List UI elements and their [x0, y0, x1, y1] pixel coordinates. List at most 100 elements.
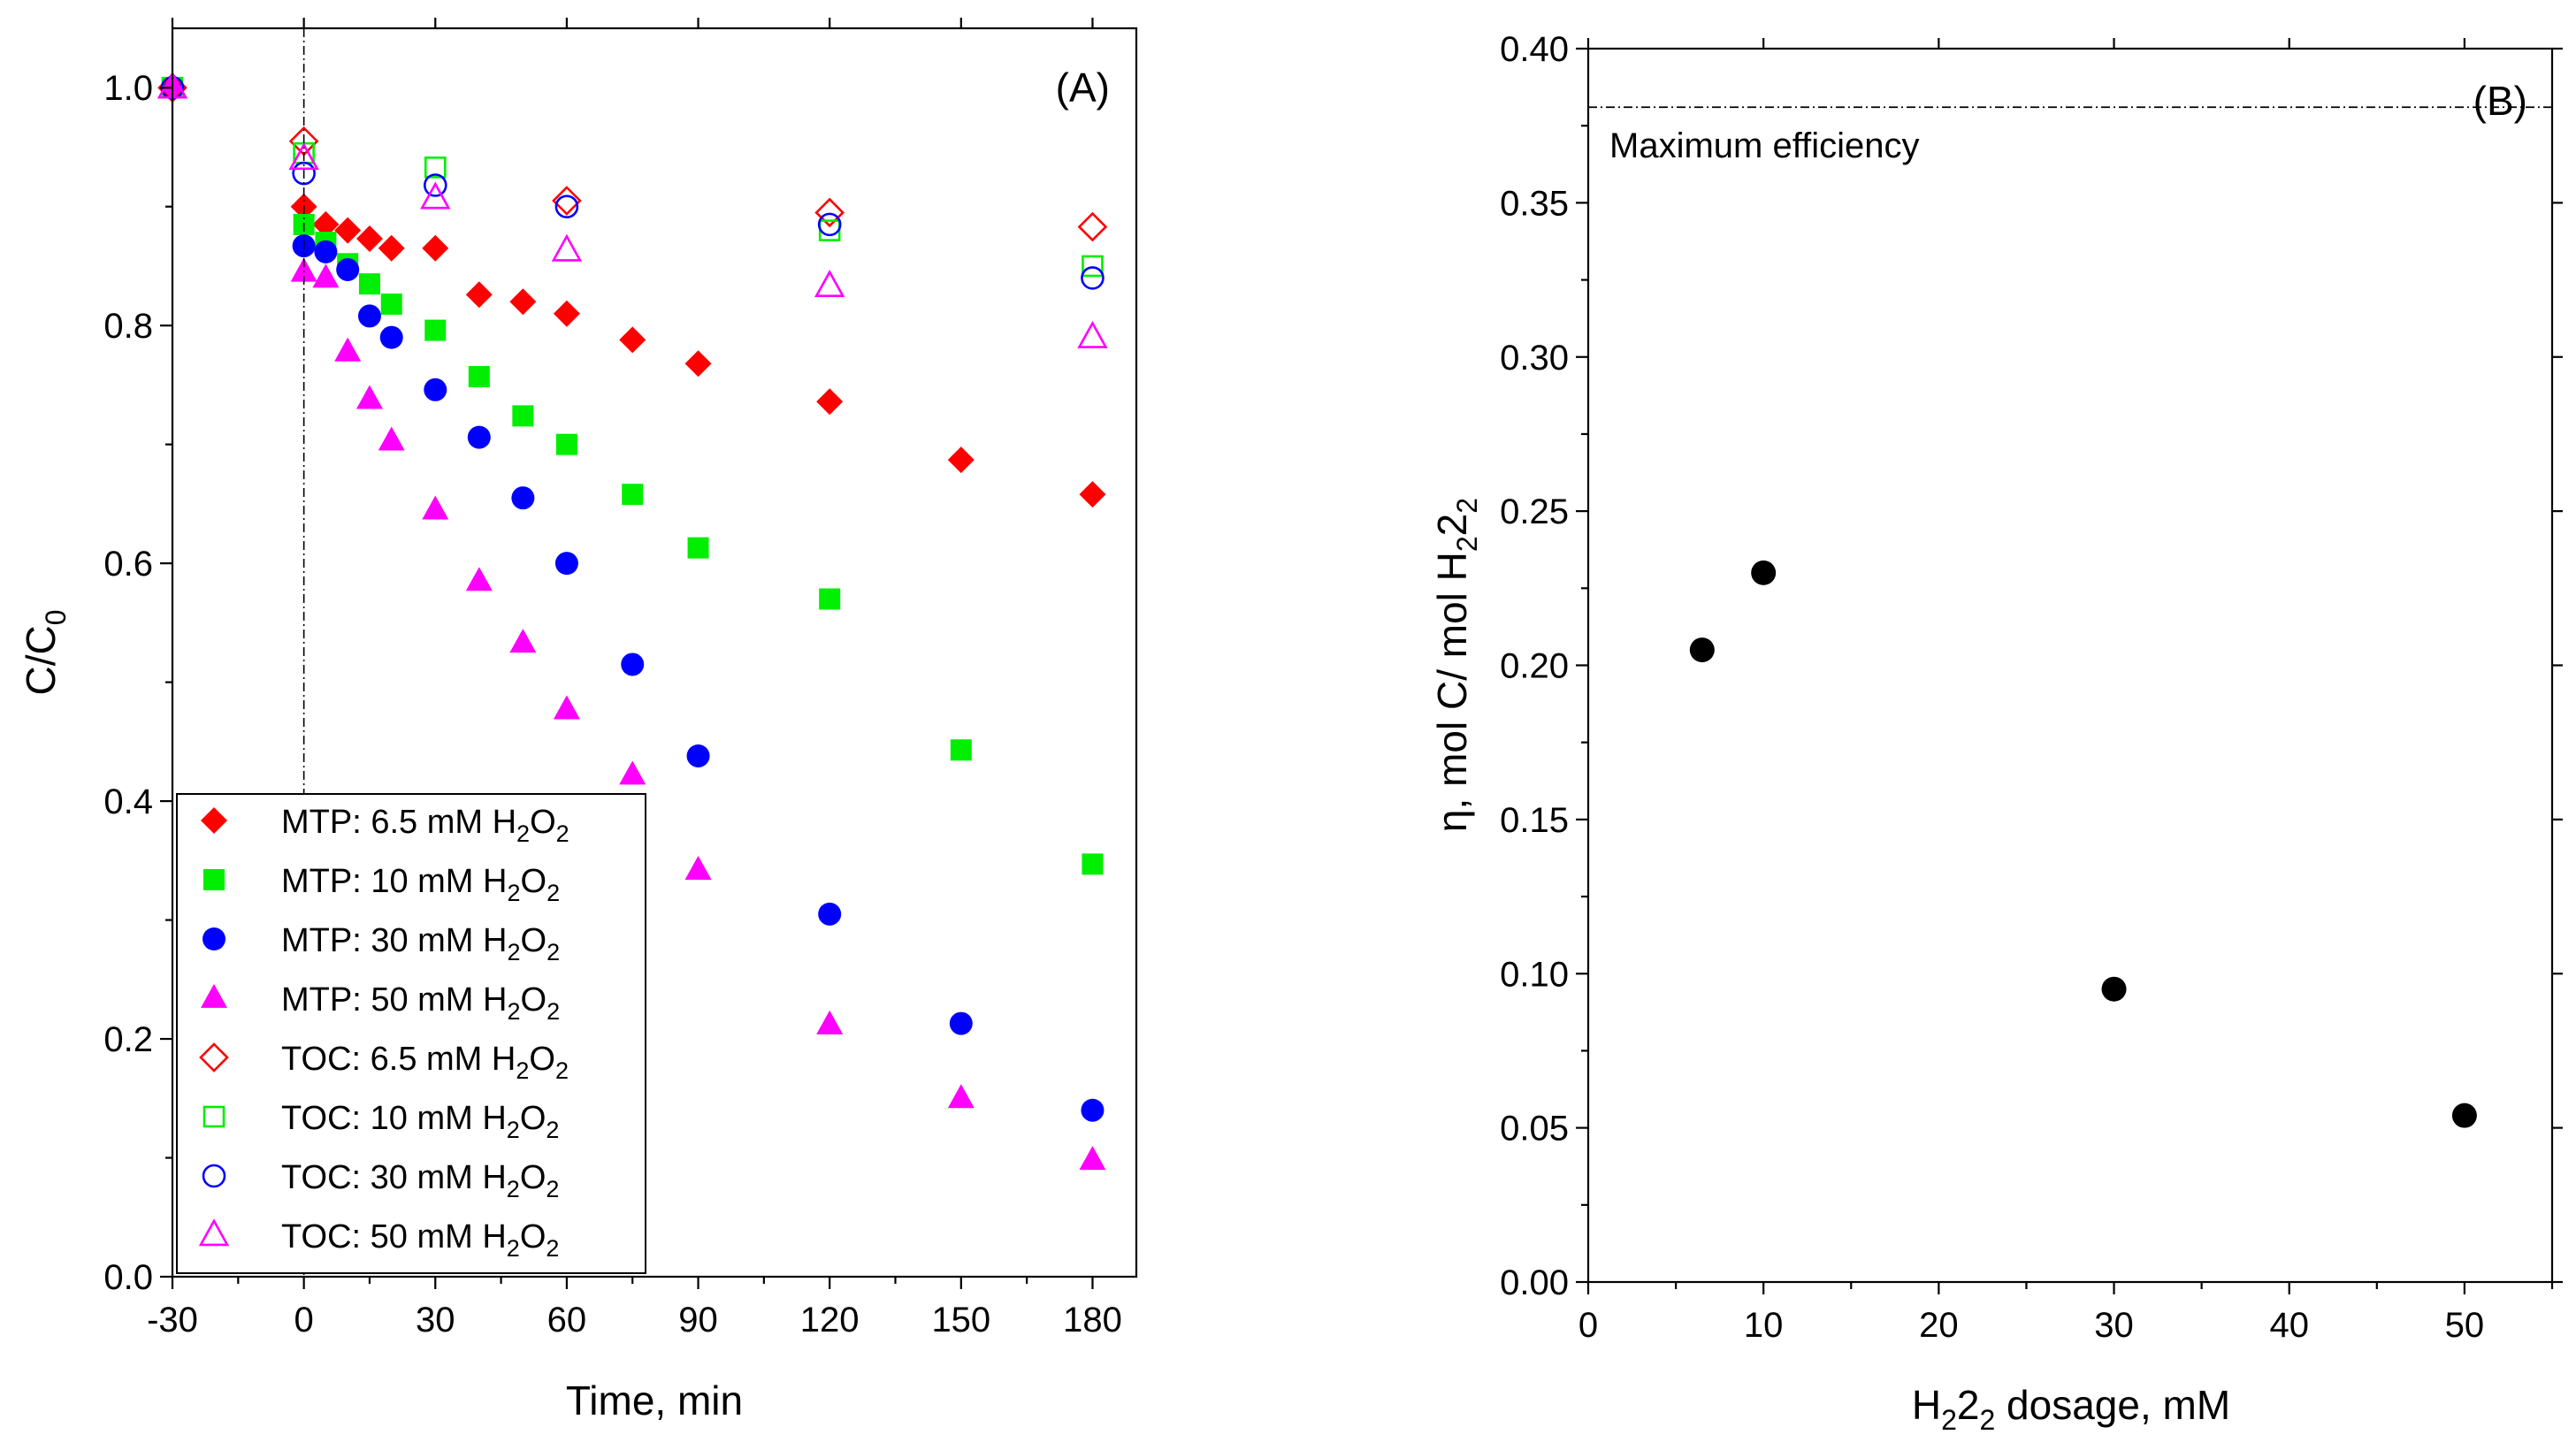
- x-tick-label: 10: [1744, 1306, 1784, 1345]
- data-point-mtp: [468, 366, 490, 388]
- data-point-toc: [554, 195, 579, 219]
- legend-entry: TOC: 30 mM H2O2: [281, 1159, 559, 1202]
- data-point-mtp: [553, 695, 580, 720]
- data-point-toc: [814, 270, 845, 298]
- x-tick-label: 50: [2445, 1306, 2485, 1345]
- data-point-mtp: [947, 1084, 975, 1109]
- x-tick-label: 180: [1063, 1301, 1122, 1339]
- panel-b-marks: [1689, 560, 2477, 1128]
- y-tick-label: 0.0: [103, 1258, 153, 1297]
- data-point-mtp: [378, 426, 405, 451]
- data-point-toc: [1077, 320, 1108, 348]
- efficiency-point: [1751, 560, 1777, 585]
- data-point-mtp: [1079, 481, 1106, 508]
- panel-a-y-axis-title: C/C0: [18, 609, 72, 695]
- data-point-toc: [420, 181, 451, 210]
- data-point-mtp: [509, 629, 537, 653]
- legend-symbol: [201, 807, 227, 834]
- x-tick-label: 30: [416, 1301, 455, 1339]
- data-point-mtp: [947, 446, 975, 474]
- efficiency-point: [1689, 637, 1715, 663]
- data-point-mtp: [379, 325, 403, 349]
- x-tick-label: 40: [2269, 1306, 2309, 1345]
- x-tick-label: 150: [931, 1301, 990, 1339]
- data-point-mtp: [622, 484, 644, 506]
- data-point-mtp: [619, 760, 646, 785]
- data-point-mtp: [424, 378, 447, 401]
- data-point-mtp: [334, 337, 362, 362]
- legend-symbol: [203, 927, 225, 950]
- legend-entry: MTP: 50 mM H2O2: [281, 981, 560, 1025]
- data-point-toc: [552, 186, 582, 216]
- x-tick-label: 60: [547, 1301, 587, 1339]
- data-point-mtp: [512, 405, 534, 427]
- data-point-mtp: [334, 217, 362, 244]
- y-tick-label: 0.15: [1500, 801, 1569, 840]
- data-point-mtp: [687, 537, 709, 559]
- x-tick-label: 0: [1578, 1306, 1598, 1345]
- panel-b-label: (B): [2473, 78, 2527, 124]
- data-point-toc: [1081, 266, 1105, 290]
- data-point-mtp: [555, 433, 577, 455]
- x-tick-label: 120: [800, 1301, 860, 1339]
- data-point-mtp: [621, 652, 645, 676]
- y-tick-label: 0.35: [1500, 184, 1569, 223]
- y-tick-label: 0.40: [1500, 30, 1569, 69]
- panel-b-x-axis-title: H222 dosage, mM: [1912, 1382, 2230, 1436]
- legend-entry: MTP: 10 mM H2O2: [281, 863, 560, 906]
- data-point-mtp: [336, 257, 360, 281]
- legend-entry: MTP: 6.5 mM H2O2: [281, 804, 569, 847]
- panel-b-chart: 0 10 20 30 40 50 0.00 0.05 0.10 0.15 0.20 0.25 0.30 0…: [1429, 30, 2563, 1436]
- y-tick-label: 0.25: [1500, 492, 1569, 531]
- y-tick-label: 0.30: [1500, 339, 1569, 378]
- data-point-toc: [423, 173, 447, 197]
- data-point-mtp: [312, 210, 340, 238]
- data-point-mtp: [422, 495, 449, 520]
- legend-symbol: [199, 1042, 229, 1072]
- legend-symbol: [198, 1218, 230, 1247]
- panel-a-label: (A): [1056, 65, 1110, 111]
- legend-symbol: [201, 983, 227, 1008]
- legend-entry: MTP: 30 mM H2O2: [281, 922, 560, 965]
- panel-a-axes: -30 0 30 60 90 120 150 180 0.0 0.2 0.4 0.6 0.8 1.0: [103, 18, 1122, 1339]
- data-point-mtp: [355, 385, 383, 409]
- data-point-toc: [814, 197, 845, 228]
- data-point-toc: [1082, 255, 1104, 278]
- data-point-mtp: [619, 326, 646, 354]
- panel-a-x-axis-title: Time, min: [566, 1378, 743, 1423]
- data-point-toc: [551, 233, 583, 262]
- panel-b-frame: [1586, 47, 2554, 1284]
- data-point-mtp: [684, 855, 712, 881]
- x-tick-label: -30: [147, 1301, 198, 1339]
- data-point-mtp: [422, 234, 449, 262]
- data-point-mtp: [950, 739, 972, 761]
- x-tick-label: 30: [2094, 1306, 2134, 1345]
- data-point-mtp: [465, 281, 493, 309]
- y-tick-label: 0.10: [1500, 955, 1569, 994]
- y-tick-label: 0.00: [1500, 1263, 1569, 1302]
- data-point-mtp: [465, 567, 493, 591]
- data-point-mtp: [684, 350, 712, 378]
- data-point-mtp: [314, 240, 338, 263]
- data-point-mtp: [511, 486, 535, 510]
- data-point-mtp: [949, 1011, 973, 1035]
- legend-symbol: [203, 869, 225, 890]
- max-efficiency-label: Maximum efficiency: [1609, 126, 1919, 165]
- data-point-toc: [818, 219, 841, 241]
- data-point-mtp: [1082, 853, 1104, 875]
- y-tick-label: 0.05: [1500, 1110, 1569, 1149]
- legend-box: [176, 793, 646, 1274]
- panel-b-y-axis-title: η, mol C/ mol H222: [1429, 498, 1483, 832]
- data-point-toc: [288, 142, 319, 171]
- y-tick-label: 0.4: [103, 782, 153, 821]
- data-point-mtp: [553, 300, 580, 327]
- data-point-mtp: [816, 1010, 844, 1034]
- data-point-mtp: [818, 902, 842, 926]
- data-point-toc: [292, 161, 316, 186]
- efficiency-point: [2101, 976, 2127, 1002]
- data-point-mtp: [1079, 1146, 1106, 1171]
- legend-entry: TOC: 10 mM H2O2: [281, 1100, 559, 1143]
- y-tick-label: 0.8: [103, 307, 153, 346]
- panel-a-chart: -30 0 30 60 90 120 150 180 0.0 0.2 0.4 0.6 0.8 1.0 (A…: [18, 18, 1138, 1423]
